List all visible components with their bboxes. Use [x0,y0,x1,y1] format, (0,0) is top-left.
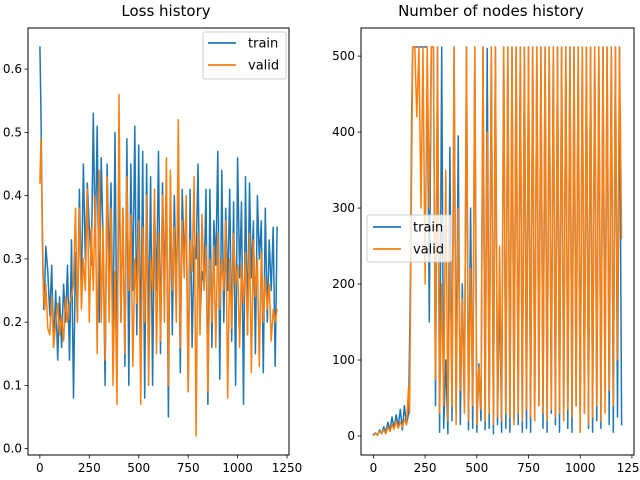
legend: train valid [202,31,287,80]
chart-title: Loss history [121,2,210,20]
x-tick-label: 1000 [222,461,253,475]
legend: train valid [366,214,452,263]
series-line-valid [372,46,623,437]
y-tick-label: 0.1 [3,378,22,392]
x-tick-label: 0 [370,461,378,475]
x-tick-label: 1250 [272,461,303,475]
y-tick-label: 300 [332,201,355,215]
x-tick-label: 500 [465,461,488,475]
y-tick-label: 0.4 [3,189,22,203]
x-tick-label: 0 [36,461,44,475]
y-tick-label: 100 [332,353,355,367]
x-tick-label: 750 [517,461,540,475]
x-tick-label: 500 [127,461,150,475]
legend-label-valid: valid [413,243,444,258]
y-tick-label: 500 [332,49,355,63]
axes-frame [360,27,635,456]
nodes-history-chart: Number of nodes history 0 250 500 750 1000 12… [332,2,640,475]
series-line-valid [39,93,278,437]
y-tick-label: 0.2 [3,315,22,329]
loss-history-chart: Loss history 0 250 500 750 1000 1250 0.0 0.1 0.2… [3,2,302,475]
y-tick-label: 0 [347,429,355,443]
x-tick-label: 750 [177,461,200,475]
x-tick-label: 250 [78,461,101,475]
axes-frame [27,27,290,456]
legend-label-valid: valid [248,59,279,74]
y-tick-label: 0.6 [3,62,22,76]
x-tick-label: 1250 [617,461,640,475]
y-tick-label: 400 [332,125,355,139]
y-tick-label: 200 [332,277,355,291]
x-tick-label: 250 [414,461,437,475]
legend-label-train: train [248,37,278,52]
x-tick-label: 1000 [565,461,596,475]
legend-label-train: train [413,221,443,236]
y-tick-label: 0.3 [3,252,22,266]
y-tick-label: 0.0 [3,442,22,456]
chart-title: Number of nodes history [398,2,584,20]
plot-area: 0 250 500 750 1000 1250 0 100 200 300 400 500 [332,46,640,475]
plot-area: 0 250 500 750 1000 1250 0.0 0.1 0.2 0.3 0.4 0.5 0.6 [3,46,303,475]
y-tick-label: 0.5 [3,125,22,139]
